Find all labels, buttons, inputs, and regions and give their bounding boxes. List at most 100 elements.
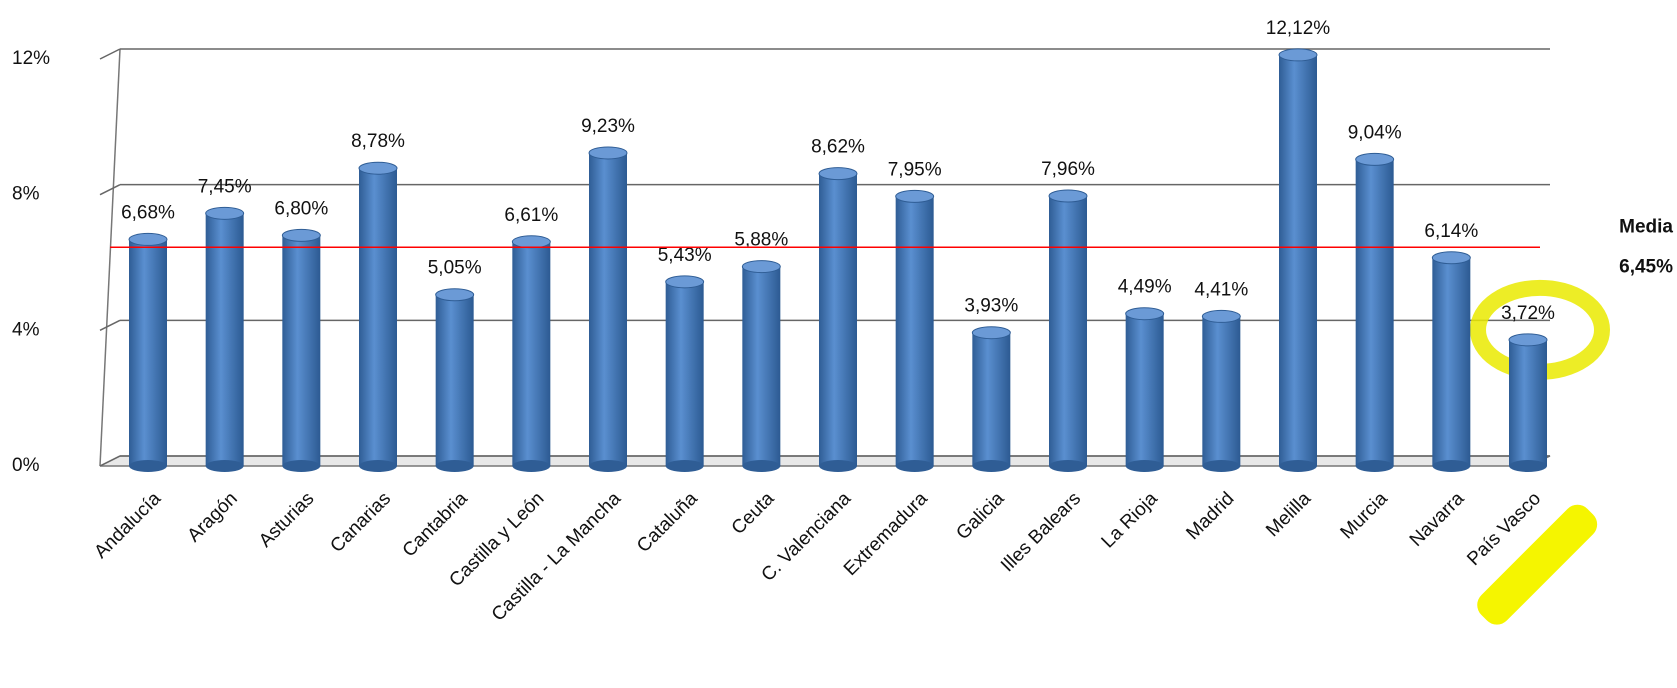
x-tick-label: Castilla - La Mancha [488,488,626,626]
bar [435,294,474,466]
bar [589,152,627,467]
grid-line [99,319,121,332]
x-tick-label: Andalucía [90,488,165,563]
value-label: 9,23% [581,116,635,137]
x-tick-label: La Rioja [1098,488,1162,552]
value-label: 9,04% [1348,122,1402,143]
bar-top [818,167,858,181]
bar [1125,313,1164,466]
bar [972,332,1011,466]
bar-top [358,161,398,175]
x-tick-label: Murcia [1337,488,1392,543]
value-label: 8,62% [811,137,865,158]
bar-base [665,460,704,472]
bar [1049,196,1087,467]
x-tick-label: Melilla [1262,488,1315,541]
value-label: 3,72% [1501,303,1555,324]
value-label: 5,88% [734,230,788,251]
bar [359,168,397,466]
bar-base [1279,460,1317,472]
bar-base [129,460,167,472]
bar-base [972,460,1011,472]
value-label: 8,78% [351,131,405,152]
bar [205,213,244,466]
value-label: 7,45% [198,176,252,197]
bar-base [282,460,321,472]
grid-line [99,183,121,196]
x-tick-label: Madrid [1182,488,1238,544]
y-tick-label: 4% [12,319,40,340]
bar-base [512,460,551,472]
x-tick-label: Illes Balears [997,488,1085,576]
bar [665,281,704,466]
bar [1355,159,1394,467]
bar-top [588,146,628,160]
bar [1202,316,1241,466]
bar [512,241,551,466]
bar-top [971,326,1011,340]
bar-top [665,275,705,289]
bar-top [1431,251,1471,265]
x-tick-label: Cantabria [399,488,472,561]
bar [1279,54,1317,467]
bar-base [1355,460,1394,472]
bar [282,235,321,466]
bar-top [1125,307,1165,321]
value-label: 7,95% [888,159,942,180]
value-label: 6,68% [121,202,175,223]
bar-base [1509,460,1547,472]
x-tick-label: Cataluña [633,488,702,557]
bar-base [1432,460,1471,472]
bar-top [741,260,781,274]
y-tick-label: 0% [12,455,40,476]
bar-top [1355,152,1395,166]
bar-top [895,189,935,203]
bar [819,173,857,466]
bar-top [281,228,321,242]
x-tick-label: Galicia [952,488,1008,544]
bar [1509,339,1547,466]
x-tick-label: Canarias [326,488,395,557]
bar-base [895,460,934,472]
bar-base [819,460,857,472]
bar-base [1125,460,1164,472]
label-highlight [1477,504,1598,625]
bar-top [1508,333,1548,347]
x-tick-label: Aragón [184,488,242,546]
bar [895,196,934,467]
value-label: 6,14% [1424,221,1478,242]
bar-base [1049,460,1087,472]
bar-top [128,232,168,246]
value-label: 6,80% [274,198,328,219]
y-tick-label: 8% [12,184,40,205]
axis-line [99,48,121,467]
grid-line [99,455,121,467]
bar-top [1201,309,1241,323]
value-label: 4,49% [1118,277,1172,298]
value-label: 6,61% [504,205,558,226]
bar [1432,257,1471,466]
bar-base [1202,460,1241,472]
bar [129,239,167,466]
value-label: 4,41% [1194,279,1248,300]
x-tick-label: Extremadura [840,488,932,580]
bar-base [589,460,627,472]
bar-base [435,460,474,472]
mean-value-label: 6,45% [1619,256,1673,277]
bar-top [205,206,245,220]
value-label: 7,96% [1041,159,1095,180]
bar-top [1048,189,1088,203]
y-tick-label: 12% [12,48,50,69]
bar-top [435,288,475,302]
bar-base [359,460,397,472]
x-tick-label: Asturias [255,488,318,551]
mean-label: Media [1619,216,1673,237]
bar-top [1278,48,1318,62]
value-label: 12,12% [1266,18,1331,39]
bar-base [205,460,244,472]
x-tick-label: Navarra [1406,488,1469,551]
value-label: 5,43% [658,245,712,266]
grid-line [99,48,121,60]
value-label: 5,05% [428,258,482,279]
